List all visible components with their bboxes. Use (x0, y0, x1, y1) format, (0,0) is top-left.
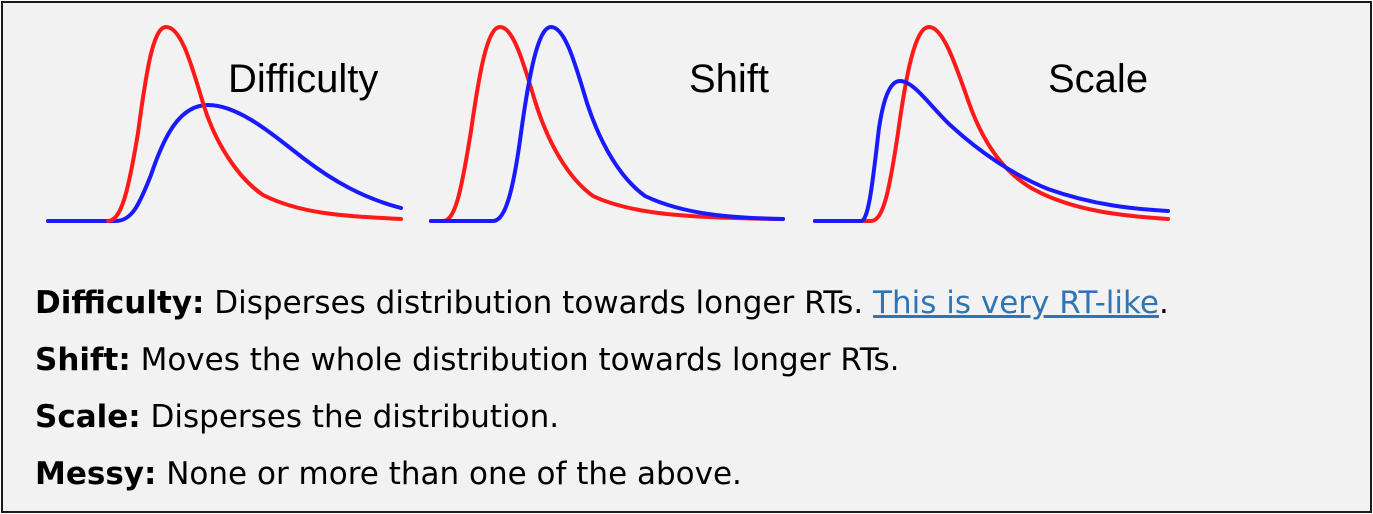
description-list: Difficulty: Disperses distribution towar… (35, 275, 1169, 503)
panel-title-shift: Shift (689, 57, 769, 101)
panel-scale: Scale (813, 25, 1170, 223)
panel-shift: Shift (429, 25, 785, 223)
term-scale: Scale: (35, 399, 141, 435)
text-difficulty: Disperses distribution towards longer RT… (204, 285, 874, 321)
scale-blue-curve (813, 79, 1170, 223)
panel-title-difficulty: Difficulty (228, 57, 378, 101)
difficulty-red-curve (106, 25, 403, 223)
panel-title-scale: Scale (1048, 57, 1148, 101)
rt-like-link[interactable]: This is very RT-like (873, 285, 1159, 321)
term-messy: Messy: (35, 456, 157, 492)
description-difficulty: Difficulty: Disperses distribution towar… (35, 275, 1169, 332)
shift-red-curve (429, 25, 785, 223)
panel-difficulty: Difficulty (46, 25, 403, 223)
text-shift: Moves the whole distribution towards lon… (130, 342, 900, 378)
text-scale: Disperses the distribution. (140, 399, 560, 435)
difficulty-blue-curve (46, 103, 403, 223)
description-scale: Scale: Disperses the distribution. (35, 389, 1169, 446)
text-difficulty-after: . (1158, 285, 1169, 321)
shift-blue-curve (429, 25, 785, 223)
text-messy: None or more than one of the above. (156, 456, 742, 492)
distribution-panels: Difficulty Shift Scale (46, 25, 1170, 223)
description-shift: Shift: Moves the whole distribution towa… (35, 332, 1169, 389)
scale-red-curve (813, 25, 1170, 223)
term-difficulty: Difficulty: (35, 285, 205, 321)
description-messy: Messy: None or more than one of the abov… (35, 446, 1169, 503)
term-shift: Shift: (35, 342, 131, 378)
